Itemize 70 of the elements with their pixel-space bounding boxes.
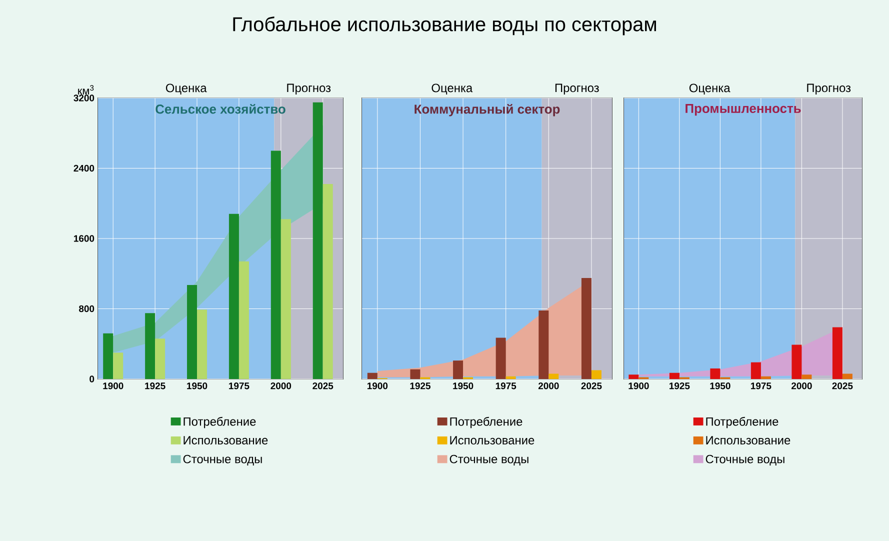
- x-tick-label: 1950: [710, 382, 730, 390]
- legend-label: Использование: [706, 436, 790, 444]
- x-tick-label: 2000: [538, 382, 559, 390]
- bar: [145, 313, 156, 379]
- bar: [312, 102, 323, 379]
- y-tick-label: 800: [78, 305, 94, 312]
- legend-label: Потребление: [450, 416, 522, 428]
- bar: [228, 214, 239, 379]
- legend-label: Потребление: [706, 416, 778, 428]
- bar: [538, 310, 549, 379]
- bar: [802, 374, 812, 379]
- x-tick-label: 1950: [187, 382, 208, 390]
- bar: [155, 338, 166, 379]
- band-label: Прогноз: [807, 84, 851, 94]
- bar: [453, 360, 464, 379]
- y-tick-label: 0: [90, 376, 94, 382]
- bar: [669, 372, 680, 379]
- bar: [591, 370, 602, 379]
- bar: [506, 376, 516, 379]
- bar: [103, 333, 114, 379]
- x-tick-label: 1975: [751, 382, 772, 390]
- bar: [496, 338, 506, 379]
- x-tick-label: 1975: [496, 382, 516, 390]
- legend-label: Потребление: [184, 416, 256, 428]
- bar: [710, 368, 720, 379]
- band-label: Прогноз: [555, 84, 599, 94]
- bar: [322, 184, 333, 379]
- band-label: Оценка: [689, 84, 730, 94]
- band-label: Оценка: [166, 84, 207, 94]
- bar: [548, 374, 559, 379]
- bar: [581, 278, 592, 379]
- x-tick-label: 1925: [145, 382, 166, 390]
- text: Глобальное использование воды по секторам: [233, 16, 656, 36]
- band-label: Прогноз: [287, 84, 331, 94]
- x-tick-label: 1925: [670, 382, 690, 390]
- bar: [792, 344, 802, 379]
- x-tick-label: 1975: [229, 382, 250, 390]
- bar: [113, 352, 124, 379]
- bar: [832, 327, 842, 379]
- legend-label: Сточные воды: [706, 454, 784, 466]
- x-tick-label: 1950: [453, 382, 474, 390]
- bar: [842, 374, 852, 379]
- bar: [280, 219, 291, 379]
- band-label: Оценка: [432, 84, 473, 94]
- bar: [270, 150, 281, 379]
- x-tick-label: 1900: [103, 382, 124, 390]
- y-tick-label: 1600: [74, 235, 94, 242]
- x-tick-label: 2025: [832, 382, 853, 390]
- legend-label: Использование: [450, 436, 534, 444]
- x-tick-label: 2000: [791, 382, 812, 390]
- bar: [628, 374, 639, 379]
- bar: [197, 310, 208, 379]
- x-tick-label: 2025: [312, 382, 334, 390]
- x-tick-label: 2000: [270, 382, 292, 390]
- bar: [410, 369, 420, 379]
- legend-label: Использование: [184, 436, 268, 444]
- x-tick-label: 2025: [581, 382, 602, 390]
- legend-label: Сточные воды: [183, 454, 262, 466]
- legend-label: Сточные воды: [450, 454, 528, 466]
- bar: [187, 285, 198, 379]
- y-axis-title: км$^{3}$: [78, 85, 94, 94]
- x-tick-label: 1900: [367, 382, 388, 390]
- bar: [367, 372, 378, 379]
- x-tick-label: 1900: [628, 382, 649, 390]
- bar: [760, 376, 771, 379]
- bar: [750, 362, 761, 379]
- bar: [238, 261, 249, 379]
- x-tick-label: 1925: [410, 382, 430, 390]
- y-tick-label: 2400: [74, 164, 94, 172]
- y-tick-label: 3200: [74, 94, 94, 102]
